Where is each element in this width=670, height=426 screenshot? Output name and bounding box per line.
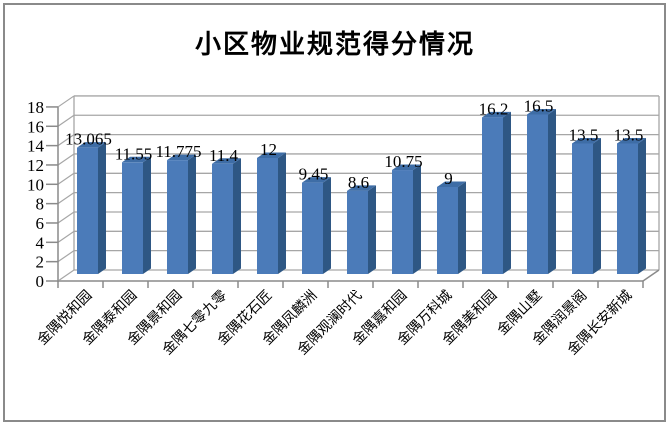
bar-top-face xyxy=(482,111,511,118)
gridline-connector xyxy=(57,114,75,127)
bar-front-face xyxy=(257,157,278,274)
bar xyxy=(77,142,106,274)
bar xyxy=(122,156,151,274)
bar xyxy=(212,158,241,274)
bar-front-face xyxy=(302,182,323,274)
bar xyxy=(482,111,511,274)
bar-value-label: 8.6 xyxy=(348,173,369,192)
bar xyxy=(437,181,466,274)
bar-top-face xyxy=(212,158,241,164)
bar-front-face xyxy=(437,186,458,274)
y-axis-tick-label: 12 xyxy=(27,156,44,175)
bar-side-face xyxy=(413,164,421,274)
chart-title: 小区物业规范得分情况 xyxy=(194,30,475,59)
y-axis-tick-label: 2 xyxy=(36,253,45,272)
bar-front-face xyxy=(527,114,548,274)
bar-front-face xyxy=(77,147,98,274)
bar xyxy=(257,152,286,274)
gridline-connector xyxy=(57,269,75,282)
bar-top-face xyxy=(302,177,331,183)
bar-value-label: 16.5 xyxy=(524,96,554,115)
gridline-connector xyxy=(57,172,75,185)
bar-top-face xyxy=(572,137,601,144)
bar-top-face xyxy=(347,185,376,191)
bar xyxy=(302,177,331,274)
bar-side-face xyxy=(233,158,241,274)
bar-value-label: 13.5 xyxy=(569,125,599,144)
y-axis-tick-label: 6 xyxy=(36,214,45,233)
bar-front-face xyxy=(392,170,413,274)
y-axis-tick-label: 14 xyxy=(27,137,45,156)
bar-front-face xyxy=(212,163,233,274)
y-axis-tick-label: 8 xyxy=(36,195,45,214)
bar-top-face xyxy=(617,137,646,144)
bar-top-face xyxy=(77,142,106,148)
bar-value-label: 11.4 xyxy=(209,146,239,165)
bar-value-label: 11.55 xyxy=(115,144,153,163)
floor-right-edge xyxy=(642,269,660,282)
bar-top-face xyxy=(167,154,196,161)
bar-top-face xyxy=(122,156,151,163)
bar-front-face xyxy=(482,117,503,274)
bar-value-label: 9.45 xyxy=(299,165,329,184)
bar xyxy=(527,108,556,274)
bar-side-face xyxy=(368,185,376,274)
bar-top-face xyxy=(257,152,286,158)
gridline-connector xyxy=(57,153,75,166)
bar-value-label: 13.065 xyxy=(65,130,112,149)
bar-front-face xyxy=(617,143,638,274)
bar-side-face xyxy=(503,111,511,274)
y-axis-tick-label: 4 xyxy=(36,233,45,252)
gridline-connector xyxy=(57,95,75,108)
bar-value-label: 10.75 xyxy=(384,152,422,171)
bar-front-face xyxy=(167,160,188,274)
y-axis-tick-label: 16 xyxy=(27,117,44,136)
bar-value-label: 9 xyxy=(444,169,453,188)
y-axis-tick-label: 10 xyxy=(27,175,44,194)
gridline-connector xyxy=(57,192,75,205)
bar-side-face xyxy=(278,152,286,274)
gridline-connector xyxy=(57,134,75,147)
bar-front-face xyxy=(347,190,368,274)
bar-value-label: 13.5 xyxy=(614,125,644,144)
bar-side-face xyxy=(98,142,106,274)
bar-front-face xyxy=(572,143,593,274)
bar-value-label: 12 xyxy=(260,140,277,159)
gridline-connector xyxy=(57,250,75,263)
bar-front-face xyxy=(122,162,143,274)
bar-top-face xyxy=(527,108,556,115)
y-axis-tick-label: 0 xyxy=(36,272,45,291)
bar xyxy=(572,137,601,274)
bar-value-label: 11.775 xyxy=(155,142,201,161)
bar-side-face xyxy=(548,108,556,274)
bar-side-face xyxy=(638,137,646,274)
bar-top-face xyxy=(437,181,466,187)
bar-side-face xyxy=(593,137,601,274)
bar-value-label: 16.2 xyxy=(479,99,509,118)
bar xyxy=(392,164,421,274)
bar-side-face xyxy=(188,154,196,274)
bar xyxy=(167,154,196,274)
gridline-connector xyxy=(57,211,75,224)
bar-side-face xyxy=(458,181,466,274)
bar-top-face xyxy=(392,164,421,171)
bar-side-face xyxy=(143,156,151,274)
bar xyxy=(617,137,646,274)
bar xyxy=(347,185,376,274)
bar-side-face xyxy=(323,177,331,274)
y-axis-tick-label: 18 xyxy=(27,98,44,117)
gridline-connector xyxy=(57,230,75,243)
